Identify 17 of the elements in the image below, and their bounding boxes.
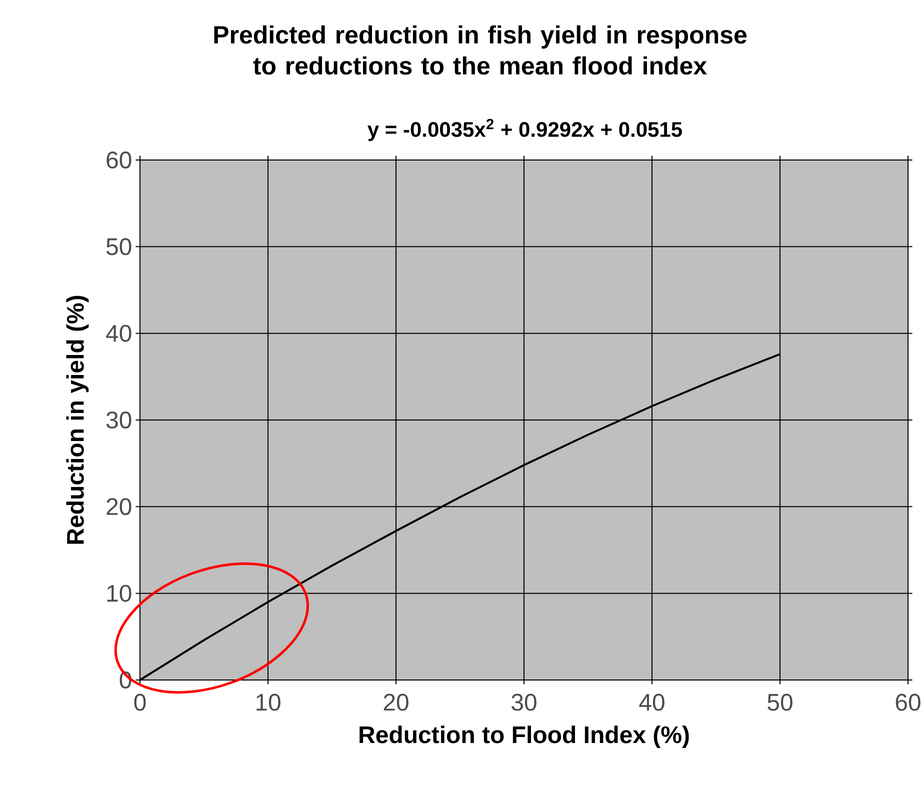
x-tick-label: 0 [134,694,146,711]
y-tick-label: 30 [106,412,132,428]
y-tick-label: 50 [106,238,132,256]
x-tick-label: 40 [639,694,664,711]
y-axis-title: Reduction in yield (%) [66,296,89,544]
x-tick-label: 60 [896,694,920,711]
x-axis-title: Reduction to Flood Index (%) [360,726,689,748]
chart-subtitle: y = -0.0035x$^{2}$ + 0.9292x + 0.0515 [368,118,682,142]
chart-title: Predicted reduction in fish yield in response to reductions to the mean flood index [214,25,747,75]
y-tick-label: 60 [106,152,132,168]
x-tick-label: 10 [256,694,280,711]
y-tick-label: 20 [106,498,132,516]
y-tick-label: 40 [106,324,132,342]
x-tick-label: 50 [768,694,792,711]
x-tick-label: 20 [384,694,408,711]
y-tick-label: 10 [107,584,132,602]
x-tick-label: 30 [512,694,536,711]
